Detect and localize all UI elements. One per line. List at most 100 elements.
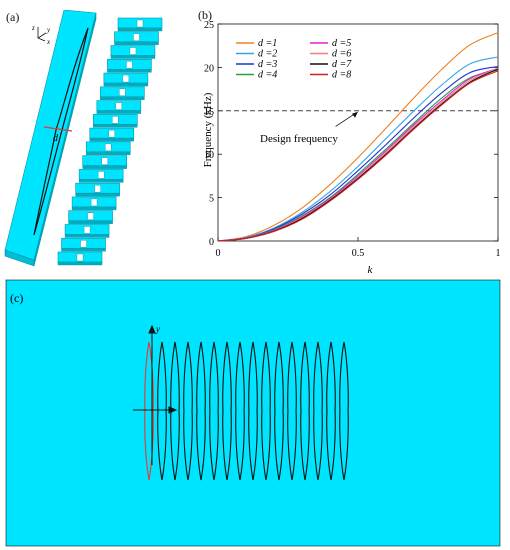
slot bbox=[209, 341, 219, 481]
series-line bbox=[217, 69, 499, 242]
slot bbox=[248, 341, 258, 481]
legend-entry: d =6 bbox=[332, 49, 351, 60]
comb-notch bbox=[76, 253, 84, 262]
panel-a-label: (a) bbox=[6, 10, 20, 24]
comb-tooth-side bbox=[78, 179, 124, 183]
comb-notch bbox=[83, 226, 91, 234]
panel-a-illustration: z y x d bbox=[4, 10, 163, 267]
annotation-arrow bbox=[335, 113, 356, 127]
slot bbox=[235, 341, 245, 481]
panel-c-illustration: (c) y bbox=[5, 279, 501, 547]
comb-structure bbox=[57, 17, 163, 266]
unit-cell-plate: d bbox=[4, 10, 97, 267]
slot bbox=[157, 341, 167, 481]
panel-c-background bbox=[5, 279, 501, 547]
comb-tooth-side bbox=[86, 151, 131, 156]
slot bbox=[339, 341, 349, 481]
comb-notch bbox=[115, 102, 123, 110]
y-tick-label: 25 bbox=[204, 20, 214, 31]
slot bbox=[287, 341, 297, 481]
comb-tooth-side bbox=[93, 124, 138, 128]
comb-notch bbox=[80, 240, 87, 248]
axis-z-label: z bbox=[31, 24, 35, 32]
legend-entry: d =3 bbox=[258, 59, 277, 70]
comb-notch bbox=[87, 212, 94, 220]
slot bbox=[144, 341, 154, 481]
legend-entry: d =5 bbox=[332, 38, 351, 49]
design-frequency-annotation: Design frequency bbox=[260, 133, 338, 145]
y-tick-label: 15 bbox=[204, 107, 214, 118]
comb-notch bbox=[94, 184, 101, 193]
x-tick-label: 0 bbox=[216, 248, 221, 259]
legend-entry: d =2 bbox=[258, 49, 277, 60]
y-axis-label: Frequency (kHz) bbox=[202, 92, 214, 167]
comb-notch bbox=[112, 116, 119, 124]
dimension-d bbox=[43, 126, 73, 132]
comb-tooth-side bbox=[117, 27, 163, 32]
comb-tooth-side bbox=[64, 234, 110, 238]
series-line bbox=[217, 56, 499, 242]
comb-tooth-side bbox=[68, 220, 113, 224]
comb-tooth-side bbox=[110, 55, 156, 59]
series-line bbox=[217, 32, 499, 242]
comb-notch bbox=[122, 74, 130, 83]
panel-b-label: (b) bbox=[198, 8, 212, 22]
slot bbox=[183, 341, 193, 481]
legend-entry: d =4 bbox=[258, 70, 277, 81]
comb-tooth-side bbox=[114, 41, 159, 45]
y-tick-label: 20 bbox=[204, 63, 214, 74]
y-tick-label: 10 bbox=[204, 150, 214, 161]
legend-entry: d =1 bbox=[258, 38, 277, 49]
comb-tooth-side bbox=[100, 96, 145, 101]
legend-entry: d =8 bbox=[332, 70, 351, 81]
comb-tooth-side bbox=[57, 261, 103, 266]
y-tick-label: 5 bbox=[209, 194, 214, 205]
slot bbox=[274, 341, 284, 481]
annotation-arrowhead bbox=[352, 111, 358, 118]
comb-tooth-side bbox=[71, 206, 117, 211]
comb-notch bbox=[101, 157, 108, 165]
slot bbox=[300, 341, 310, 481]
comb-notch bbox=[108, 129, 115, 138]
slot bbox=[313, 341, 323, 481]
x-tick-label: 0.5 bbox=[352, 248, 365, 259]
axis-x-label: x bbox=[46, 38, 51, 46]
comb-notch bbox=[129, 47, 137, 55]
panel-c-label: (c) bbox=[10, 291, 23, 305]
series-line bbox=[217, 65, 499, 242]
comb-notch bbox=[119, 88, 126, 97]
comb-tooth-side bbox=[82, 165, 127, 169]
x-axis-label: k bbox=[368, 264, 374, 276]
comb-notch bbox=[97, 171, 105, 179]
comb-tooth-side bbox=[103, 82, 149, 87]
comb-tooth-side bbox=[96, 110, 142, 114]
axis-triad bbox=[37, 27, 47, 42]
axis-y-label: y bbox=[46, 26, 51, 34]
series-line bbox=[217, 68, 499, 242]
comb-notch bbox=[136, 19, 144, 28]
x-tick-label: 1 bbox=[496, 248, 501, 259]
comb-notch bbox=[105, 143, 112, 152]
slot bbox=[222, 341, 232, 481]
slot bbox=[326, 341, 336, 481]
comb-tooth-side bbox=[107, 69, 152, 73]
series-line bbox=[217, 67, 499, 242]
comb-tooth-side bbox=[89, 137, 134, 142]
slot-array bbox=[144, 341, 349, 481]
series-line bbox=[217, 70, 499, 242]
comb-tooth-side bbox=[75, 192, 120, 197]
slot bbox=[170, 341, 180, 481]
coordinate-arrows bbox=[133, 324, 178, 465]
panel-c-axis-y: y bbox=[155, 324, 160, 334]
slot bbox=[261, 341, 271, 481]
comb-notch bbox=[133, 33, 140, 41]
series-line bbox=[217, 67, 499, 242]
slot bbox=[196, 341, 206, 481]
comb-tooth-side bbox=[61, 248, 106, 252]
comb-notch bbox=[126, 61, 133, 69]
y-tick-label: 0 bbox=[209, 237, 214, 248]
comb-notch bbox=[90, 198, 98, 207]
legend-entry: d =7 bbox=[332, 59, 352, 70]
